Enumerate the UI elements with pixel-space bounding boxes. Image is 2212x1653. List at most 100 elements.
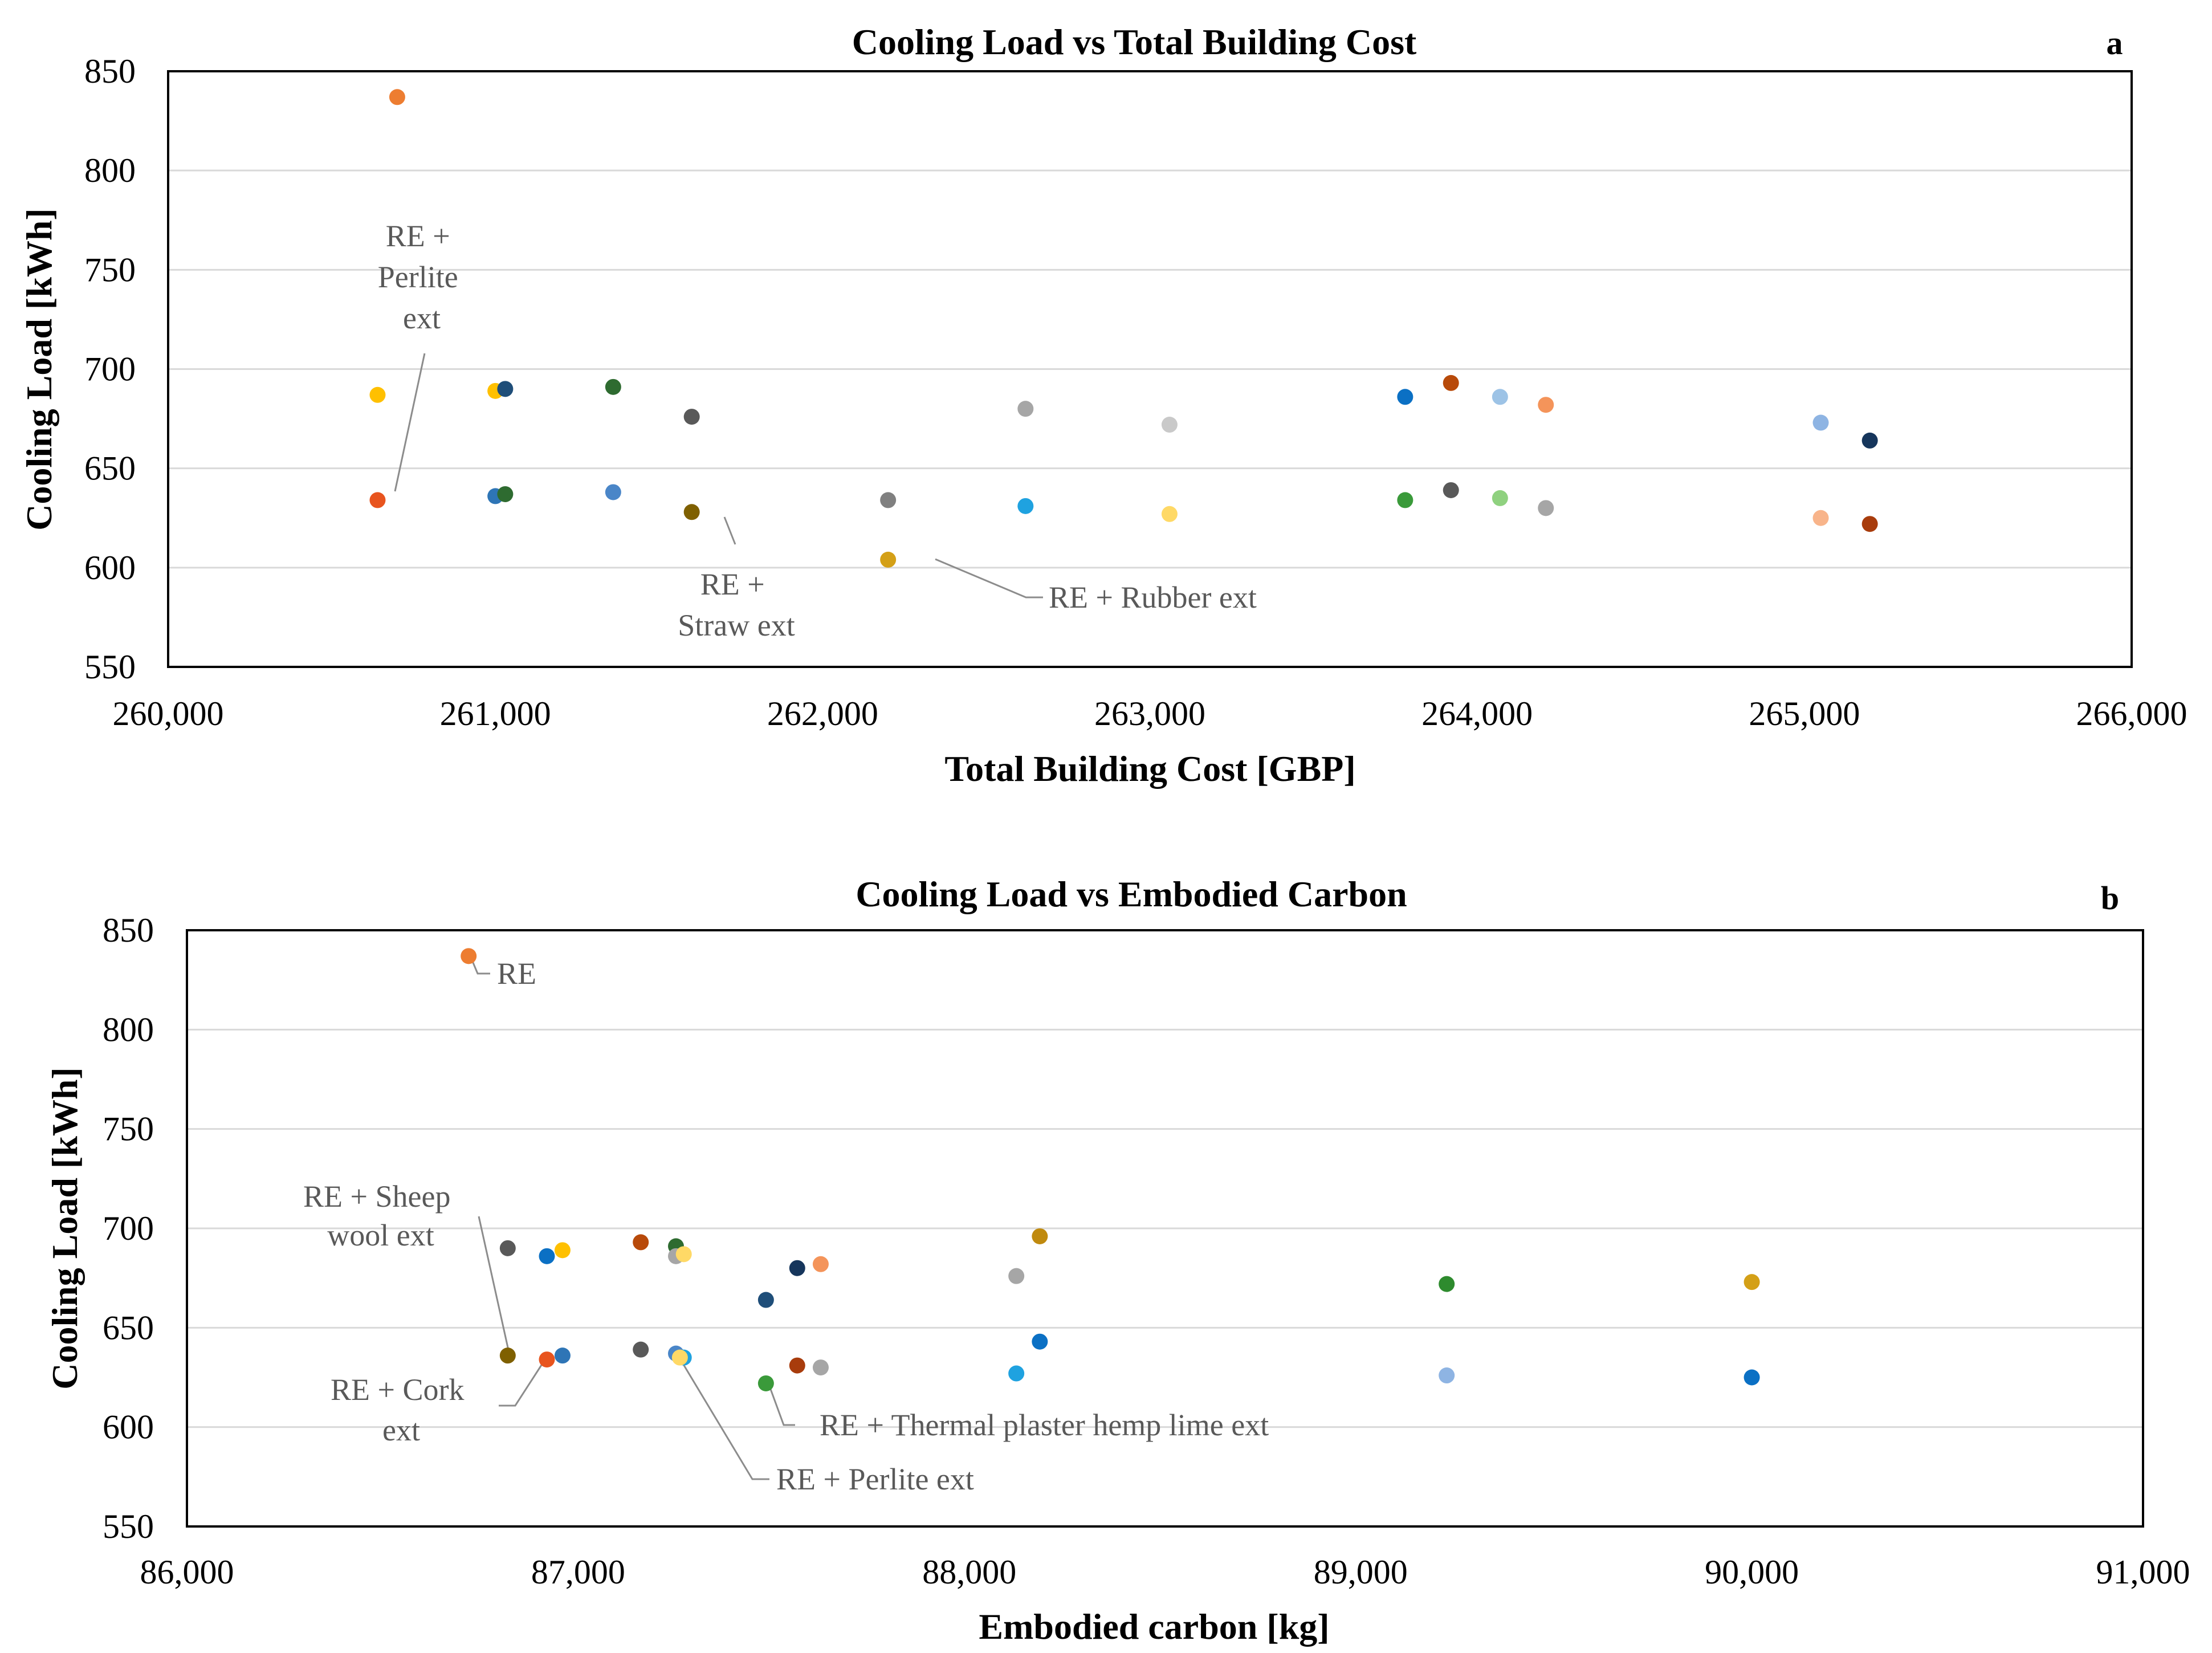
chart-a-data-point (1397, 389, 1413, 405)
chart-b: Cooling Load vs Embodied Carbon b Embodi… (44, 874, 2190, 1647)
chart-b-data-point (554, 1242, 571, 1259)
chart-b-data-point (1439, 1276, 1455, 1292)
chart-a-data-point (1861, 516, 1878, 532)
chart-a-annotation-straw: RE + Straw ext (678, 567, 795, 642)
chart-b-y-tick-label: 650 (103, 1309, 154, 1346)
chart-b-x-tick-label: 91,000 (2096, 1553, 2190, 1591)
chart-a-data-point (1492, 389, 1508, 405)
chart-a-data-point (369, 386, 386, 403)
chart-b-x-tick-label: 87,000 (531, 1553, 625, 1591)
chart-a-y-tick-label: 650 (84, 450, 136, 487)
chart-a-data-point (497, 486, 514, 502)
chart-b-y-tick-label: 800 (103, 1011, 154, 1048)
chart-b-leader-re (471, 959, 490, 975)
chart-b-y-axis-label: Cooling Load [kWh] (44, 1067, 85, 1389)
chart-b-data-point (1032, 1228, 1048, 1244)
chart-a-leader-rubber (935, 558, 1043, 598)
chart-b-data-point (1032, 1333, 1048, 1350)
chart-a-x-tick-label: 262,000 (767, 695, 878, 732)
chart-b-data-point (633, 1341, 649, 1358)
chart-a-data-point (369, 492, 386, 508)
chart-a-data-point (1538, 500, 1554, 516)
chart-a-data-point (1443, 482, 1459, 498)
chart-b-annotation-re: RE (497, 956, 536, 991)
chart-b-data-point (499, 1240, 516, 1256)
chart-a-x-tick-label: 265,000 (1749, 695, 1860, 732)
chart-b-leader-perlite (675, 1351, 769, 1480)
chart-b-leader-cork (499, 1358, 547, 1407)
chart-a-x-tick-label: 260,000 (113, 695, 224, 732)
chart-a: Cooling Load vs Total Building Cost a To… (19, 22, 2187, 789)
chart-a-annotation-rubber: RE + Rubber ext (1049, 580, 1257, 614)
chart-b-y-tick-label: 550 (103, 1508, 154, 1545)
chart-a-points (369, 89, 1878, 568)
chart-a-y-axis-label: Cooling Load [kWh] (19, 208, 59, 530)
chart-a-data-point (497, 381, 514, 397)
chart-b-x-tick-label: 88,000 (922, 1553, 1016, 1591)
chart-a-y-tick-labels: 550 600 650 700 750 800 850 (84, 52, 136, 686)
chart-a-data-point (1017, 401, 1034, 417)
chart-b-data-point (539, 1248, 555, 1264)
chart-a-data-point (1161, 417, 1178, 433)
chart-a-data-point (1861, 432, 1878, 449)
chart-b-leader-thermal (765, 1378, 795, 1426)
chart-b-data-point (812, 1359, 829, 1376)
chart-b-x-tick-label: 90,000 (1705, 1553, 1799, 1591)
chart-b-data-point (789, 1260, 805, 1276)
chart-b-y-tick-label: 700 (103, 1210, 154, 1247)
chart-b-data-point (539, 1351, 555, 1368)
chart-b-annotations: RE RE + Sheep wool ext RE + Cork ext RE … (303, 956, 1269, 1496)
chart-a-data-point (880, 551, 897, 568)
chart-b-leader-sheep-wool (478, 1216, 510, 1353)
chart-a-data-point (605, 378, 621, 395)
chart-a-x-tick-label: 261,000 (440, 695, 551, 732)
chart-a-x-tick-label: 266,000 (2076, 695, 2187, 732)
chart-b-annotation-thermal: RE + Thermal plaster hemp lime ext (820, 1408, 1269, 1442)
chart-a-annotations: RE + Perlite ext RE + Straw ext RE + Rub… (378, 219, 1257, 642)
chart-a-data-point (880, 492, 897, 508)
chart-a-y-tick-label: 750 (84, 251, 136, 288)
chart-a-y-tick-label: 600 (84, 549, 136, 587)
chart-a-data-point (1017, 498, 1034, 514)
chart-b-y-tick-label: 750 (103, 1110, 154, 1148)
chart-a-leader-perlite (394, 353, 426, 492)
chart-a-data-point (683, 409, 700, 425)
chart-b-data-point (461, 948, 477, 964)
chart-a-data-point (1538, 397, 1554, 413)
chart-a-x-tick-labels: 260,000 261,000 262,000 263,000 264,000 265,0… (113, 695, 2187, 732)
chart-a-title: Cooling Load vs Total Building Cost (852, 22, 1417, 62)
chart-b-data-point (757, 1292, 774, 1308)
chart-b-data-point (1008, 1365, 1025, 1382)
chart-a-y-tick-label: 800 (84, 152, 136, 189)
chart-a-annotation-perlite: RE + Perlite ext (378, 219, 466, 335)
chart-a-data-point (1812, 414, 1829, 431)
chart-b-data-point (675, 1246, 692, 1263)
chart-b-gridlines (187, 1028, 2143, 1428)
chart-a-gridlines (168, 169, 2132, 569)
chart-b-data-point (633, 1234, 649, 1251)
chart-a-y-tick-label: 850 (84, 52, 136, 90)
chart-a-data-point (1161, 506, 1178, 522)
chart-a-data-point (683, 504, 700, 520)
chart-b-x-axis-label: Embodied carbon [kg] (979, 1606, 1329, 1647)
chart-b-title: Cooling Load vs Embodied Carbon (856, 874, 1407, 914)
chart-b-data-point (1439, 1367, 1455, 1384)
chart-b-data-point (499, 1347, 516, 1364)
chart-b-data-point (554, 1347, 571, 1364)
chart-b-data-point (1743, 1274, 1760, 1290)
chart-b-y-tick-label: 850 (103, 911, 154, 949)
chart-a-leader-straw (723, 516, 736, 545)
chart-b-annotation-leaders (471, 959, 795, 1480)
chart-a-plot-frame (167, 70, 2133, 668)
chart-a-data-point (1443, 374, 1459, 391)
chart-a-data-point (605, 484, 621, 500)
chart-b-data-point (671, 1349, 688, 1366)
chart-a-y-tick-label: 700 (84, 351, 136, 388)
chart-b-y-tick-labels: 550 600 650 700 750 800 850 (103, 911, 154, 1545)
chart-b-x-tick-label: 86,000 (140, 1553, 234, 1591)
chart-a-x-tick-label: 263,000 (1094, 695, 1205, 732)
chart-a-data-point (389, 89, 405, 105)
chart-a-data-point (1812, 510, 1829, 526)
chart-b-y-tick-label: 600 (103, 1408, 154, 1446)
